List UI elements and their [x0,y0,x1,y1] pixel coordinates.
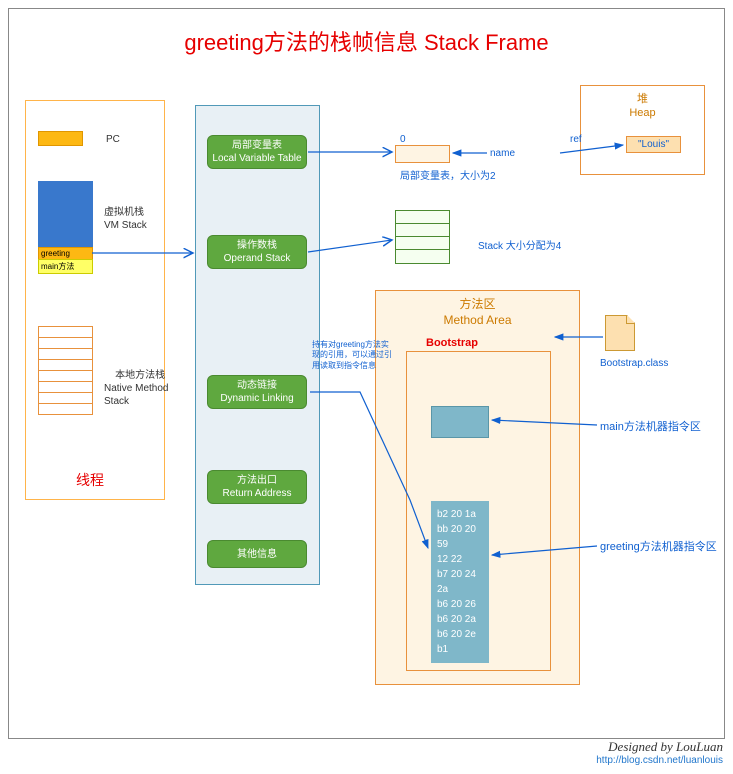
thread-container: PC greeting main方法 虚拟机栈VM Stack 本地方法栈Nat… [25,100,165,500]
heap-title: 堆Heap [581,92,704,121]
thread-label: 线程 [76,471,104,489]
pc-cell [38,131,83,146]
page-title: greeting方法的栈帧信息 Stack Frame [0,25,733,57]
stack-desc: Stack 大小分配为4 [478,240,561,253]
lvt-cell [395,145,450,163]
bootstrap-label: Bootstrap [426,336,478,350]
vm-stack-label: 虚拟机栈VM Stack [104,206,147,232]
stack-frame-container [195,105,320,585]
lvt-box: 局部变量表Local Variable Table [207,135,307,169]
vm-stack: greeting main方法 [38,181,93,274]
heap-box: 堆Heap "Louis" [580,85,705,175]
method-area-box: 方法区Method Area Bootstrap b2 20 1a bb 20 … [375,290,580,685]
lvt-desc: 局部变量表，大小为2 [400,170,496,183]
footer-designed: Designed by LouLuan [596,739,723,755]
other-box: 其他信息 [207,540,307,568]
ref-label: ref [570,133,582,146]
main-instr-label: main方法机器指令区 [600,420,701,434]
greeting-instr-block: b2 20 1a bb 20 20 59 12 22 b7 20 24 2a b… [431,501,489,663]
return-box: 方法出口Return Address [207,470,307,504]
dynlink-box: 动态链接Dynamic Linking [207,375,307,409]
native-stack-label: 本地方法栈Native Method Stack [104,356,168,421]
footer: Designed by LouLuan http://blog.csdn.net… [596,739,723,766]
footer-url: http://blog.csdn.net/luanlouis [596,755,723,766]
main-frame-cell: main方法 [38,259,93,274]
main-instr-block [431,406,489,438]
lvt-name: name [490,147,515,160]
bootstrap-file-icon [605,315,635,351]
operand-box: 操作数栈Operand Stack [207,235,307,269]
pc-label: PC [106,133,120,146]
operand-cells [395,210,450,264]
native-stack [38,326,93,414]
dynlink-note: 持有对greeting方法实现的引用，可以通过引用读取到指令信息 [312,340,392,371]
bootstrap-class-label: Bootstrap.class [600,357,668,370]
greeting-instr-label: greeting方法机器指令区 [600,540,717,554]
method-area-title: 方法区Method Area [376,297,579,328]
heap-value: "Louis" [626,136,681,153]
